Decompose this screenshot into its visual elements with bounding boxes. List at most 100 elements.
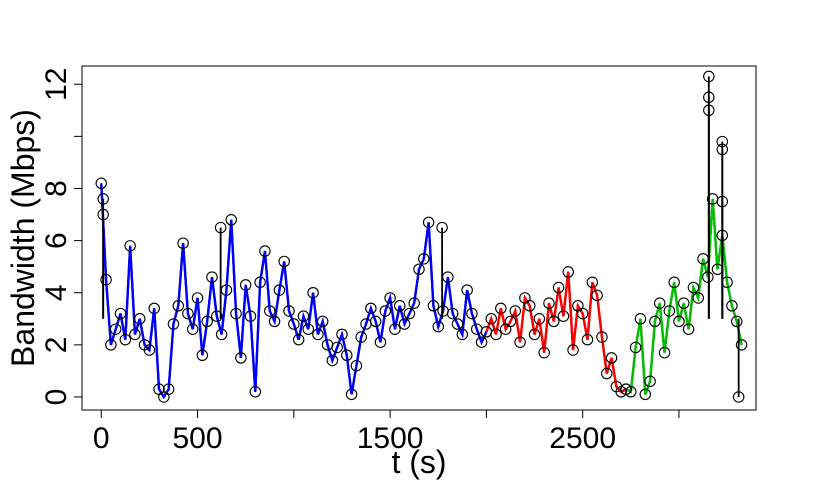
data-point — [239, 279, 252, 291]
series-line-shadow — [100, 183, 488, 400]
data-point — [307, 286, 319, 299]
x-tick-label: 0 — [93, 422, 110, 455]
data-point — [403, 307, 416, 320]
data-point — [249, 386, 262, 398]
data-point — [129, 328, 141, 341]
data-point — [196, 349, 209, 362]
data-point — [557, 310, 570, 322]
x-axis: 0 500 1500 2500 — [93, 410, 680, 455]
spike-point — [703, 104, 715, 117]
x-axis-label: t (s) — [391, 444, 446, 480]
data-point — [326, 354, 339, 367]
data-point — [466, 307, 478, 320]
data-point — [567, 344, 579, 356]
y-tick-label: 12 — [40, 68, 73, 101]
data-point — [201, 315, 213, 328]
data-point — [649, 315, 661, 328]
data-point — [278, 255, 290, 268]
data-point — [413, 263, 425, 276]
data-point — [341, 349, 353, 362]
data-point — [143, 344, 156, 356]
y-tick-label: 6 — [40, 232, 73, 249]
data-point — [576, 307, 589, 320]
spike-point — [214, 221, 227, 234]
data-point — [225, 214, 237, 226]
data-point — [297, 310, 310, 322]
data-point — [461, 284, 473, 296]
data-point — [148, 302, 160, 315]
data-point — [95, 177, 108, 190]
data-point — [543, 297, 555, 309]
data-point — [596, 331, 608, 343]
data-point — [605, 352, 618, 364]
data-point — [105, 339, 117, 351]
data-point — [735, 339, 748, 351]
data-point — [495, 302, 507, 315]
spike-point — [732, 391, 745, 403]
data-point — [418, 253, 430, 265]
data-point — [687, 281, 700, 294]
data-point — [316, 315, 329, 328]
spike-point — [97, 193, 109, 205]
data-point — [283, 305, 295, 317]
data-point — [389, 323, 401, 335]
data-point — [124, 240, 136, 252]
data-point — [528, 328, 541, 341]
data-point — [427, 300, 440, 312]
data-point — [422, 216, 435, 229]
data-point — [629, 341, 642, 354]
data-point — [398, 318, 411, 330]
data-point — [451, 318, 464, 330]
data-point — [259, 245, 271, 257]
spike-point — [716, 195, 729, 208]
data-point — [172, 300, 185, 312]
data-point — [374, 336, 387, 348]
plot-frame — [81, 65, 757, 411]
data-point — [442, 271, 454, 283]
series-line-shadow — [485, 271, 627, 394]
data-point — [186, 323, 199, 335]
data-point — [230, 307, 242, 320]
data-point — [504, 315, 517, 328]
data-point — [384, 292, 396, 304]
data-point — [678, 297, 690, 309]
data-point — [682, 323, 695, 335]
y-tick-label: 2 — [40, 337, 73, 354]
data-point — [726, 300, 738, 312]
spike-point — [703, 70, 715, 83]
data-point — [644, 375, 656, 388]
data-point — [668, 276, 680, 289]
data-point — [100, 273, 112, 286]
data-point — [625, 386, 637, 398]
data-point — [692, 292, 704, 304]
spike-point — [703, 91, 715, 104]
data-point — [206, 271, 218, 283]
data-point — [562, 266, 574, 278]
y-tick-label: 4 — [40, 284, 73, 301]
data-point — [350, 359, 363, 372]
spike-point — [716, 143, 729, 156]
y-axis: 0 2 4 6 8 12 — [40, 68, 82, 405]
data-point — [673, 315, 685, 328]
marker-layer — [95, 70, 748, 403]
data-point — [162, 383, 175, 395]
spike-point — [716, 135, 729, 148]
data-point — [533, 313, 546, 325]
series-layer — [100, 76, 743, 400]
data-point — [653, 297, 666, 309]
data-point — [523, 300, 536, 312]
data-point — [586, 276, 599, 289]
data-point — [446, 307, 459, 320]
data-point — [538, 346, 550, 359]
data-point — [235, 352, 247, 364]
data-point — [134, 313, 146, 325]
data-point — [220, 284, 233, 296]
data-point — [475, 336, 488, 348]
data-point — [302, 323, 315, 335]
data-point — [591, 289, 603, 302]
data-point — [254, 276, 266, 289]
data-point — [711, 263, 724, 276]
y-tick-label: 8 — [40, 180, 73, 197]
spike-point — [97, 208, 109, 221]
x-tick-label: 1500 — [357, 422, 424, 455]
